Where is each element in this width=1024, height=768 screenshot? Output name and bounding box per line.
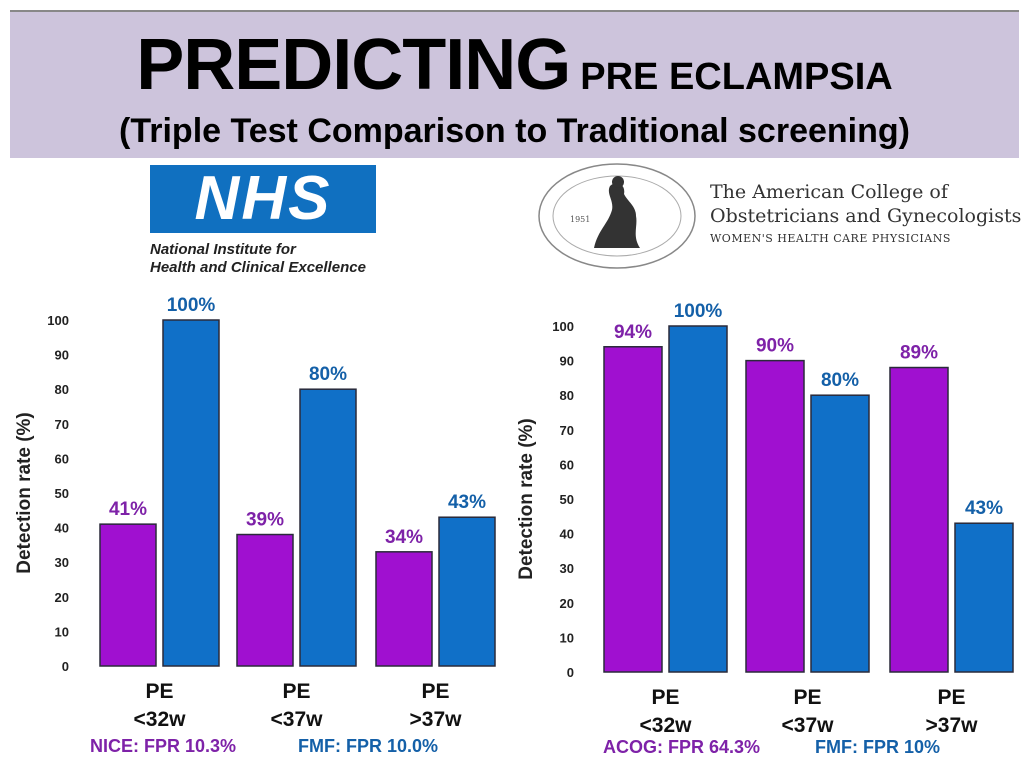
legend-fmf-right: FMF: FPR 10% bbox=[815, 737, 941, 757]
y-tick-label: 30 bbox=[55, 555, 69, 570]
y-tick-label: 0 bbox=[62, 659, 69, 674]
bar-value-label: 43% bbox=[448, 492, 486, 513]
acog-seal-year: 1951 bbox=[570, 215, 590, 224]
y-tick-label: 40 bbox=[55, 521, 69, 536]
bar-value-label: 43% bbox=[965, 498, 1003, 519]
y-tick-label: 50 bbox=[55, 486, 69, 501]
y-tick-label: 90 bbox=[560, 354, 574, 369]
x-category-sublabel: <37w bbox=[782, 714, 835, 737]
bar bbox=[299, 388, 357, 667]
x-category-sublabel: <37w bbox=[271, 708, 324, 731]
nhs-logo: NHS bbox=[150, 165, 376, 233]
bar bbox=[668, 325, 728, 673]
title-banner: PREDICTING PRE ECLAMPSIA (Triple Test Com… bbox=[10, 10, 1019, 158]
bar-value-label: 94% bbox=[614, 322, 652, 343]
nhs-name-line1: National Institute for bbox=[150, 241, 296, 258]
y-tick-label: 70 bbox=[55, 417, 69, 432]
bar-value-label: 100% bbox=[674, 301, 723, 322]
x-category-label: PE bbox=[282, 680, 310, 703]
acog-seal-icon: 1951 bbox=[538, 163, 696, 269]
title-line: PREDICTING PRE ECLAMPSIA bbox=[10, 29, 1019, 120]
bar-value-label: 39% bbox=[246, 510, 284, 531]
y-tick-label: 100 bbox=[47, 313, 69, 328]
bar-value-label: 41% bbox=[109, 499, 147, 520]
page-title-sub: PRE ECLAMPSIA bbox=[580, 56, 893, 98]
bar bbox=[162, 319, 220, 667]
bar bbox=[438, 516, 496, 667]
x-category-label: PE bbox=[651, 686, 679, 709]
y-axis-label: Detection rate (%) bbox=[14, 412, 35, 574]
bar-value-label: 90% bbox=[756, 336, 794, 357]
y-tick-label: 10 bbox=[560, 630, 574, 645]
acog-tagline: WOMEN'S HEALTH CARE PHYSICIANS bbox=[710, 232, 951, 245]
y-tick-label: 40 bbox=[560, 527, 574, 542]
acog-name-line2: Obstetricians and Gynecologists bbox=[710, 205, 1022, 227]
bar bbox=[745, 359, 805, 673]
y-axis-label: Detection rate (%) bbox=[516, 418, 537, 580]
bar-value-label: 80% bbox=[821, 370, 859, 391]
y-tick-label: 20 bbox=[560, 596, 574, 611]
y-tick-label: 60 bbox=[55, 451, 69, 466]
bar-value-label: 100% bbox=[167, 295, 216, 316]
x-category-label: PE bbox=[145, 680, 173, 703]
y-tick-label: 80 bbox=[55, 382, 69, 397]
y-tick-label: 90 bbox=[55, 348, 69, 363]
y-tick-label: 0 bbox=[567, 665, 574, 680]
bar-value-label: 34% bbox=[385, 527, 423, 548]
bar bbox=[954, 522, 1014, 673]
y-tick-label: 80 bbox=[560, 388, 574, 403]
acog-name-line1: The American College of bbox=[710, 181, 948, 203]
y-tick-label: 100 bbox=[552, 319, 574, 334]
x-category-sublabel: >37w bbox=[410, 708, 463, 731]
x-category-sublabel: <32w bbox=[134, 708, 187, 731]
y-tick-label: 60 bbox=[560, 457, 574, 472]
page-title: PREDICTING bbox=[136, 25, 571, 105]
nhs-name-line2: Health and Clinical Excellence bbox=[150, 259, 366, 276]
x-category-sublabel: <32w bbox=[640, 714, 693, 737]
x-category-label: PE bbox=[937, 686, 965, 709]
y-tick-label: 30 bbox=[560, 561, 574, 576]
legend-fmf-left: FMF: FPR 10.0% bbox=[298, 736, 439, 756]
page-subtitle: (Triple Test Comparison to Traditional s… bbox=[119, 112, 910, 150]
bar-value-label: 80% bbox=[309, 364, 347, 385]
bar bbox=[375, 551, 433, 667]
bar-value-label: 89% bbox=[900, 343, 938, 364]
bar bbox=[236, 533, 294, 667]
x-category-label: PE bbox=[793, 686, 821, 709]
nhs-logo-block: NHS National Institute for Health and Cl… bbox=[150, 165, 420, 276]
y-tick-label: 50 bbox=[560, 492, 574, 507]
legend-nice: NICE: FPR 10.3% bbox=[90, 736, 237, 756]
x-category-sublabel: >37w bbox=[926, 714, 979, 737]
y-tick-label: 20 bbox=[55, 590, 69, 605]
y-tick-label: 10 bbox=[55, 624, 69, 639]
legend-acog: ACOG: FPR 64.3% bbox=[603, 737, 761, 757]
bar bbox=[810, 394, 870, 673]
x-category-label: PE bbox=[421, 680, 449, 703]
bar bbox=[889, 366, 949, 673]
bar bbox=[99, 523, 157, 667]
y-tick-label: 70 bbox=[560, 423, 574, 438]
bar bbox=[603, 346, 663, 673]
